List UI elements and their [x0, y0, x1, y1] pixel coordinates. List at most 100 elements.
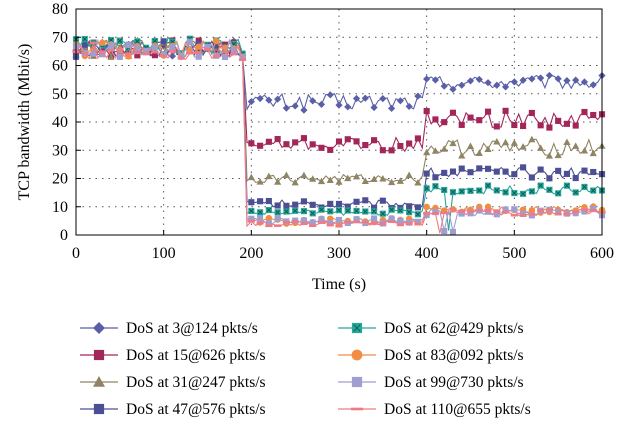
data-point-marker — [414, 218, 421, 225]
data-point-marker — [519, 214, 527, 217]
data-point-marker — [318, 206, 325, 213]
data-point-marker — [335, 224, 343, 228]
y-axis-title: TCP bandwidth (Mbit/s) — [16, 44, 33, 201]
x-tick-label: 200 — [239, 245, 263, 262]
data-point-marker — [484, 79, 492, 87]
data-point-marker — [405, 222, 413, 225]
data-point-marker — [431, 147, 440, 154]
data-point-marker — [466, 142, 475, 150]
data-point-marker — [449, 85, 457, 93]
data-point-marker — [248, 207, 255, 215]
data-point-marker — [545, 71, 553, 80]
data-point-marker — [221, 50, 229, 54]
data-point-marker — [432, 183, 439, 190]
data-point-marker — [300, 171, 308, 179]
data-point-marker — [93, 349, 105, 361]
data-point-marker — [537, 144, 545, 151]
data-point-marker — [335, 207, 343, 214]
data-point-marker — [309, 97, 317, 105]
data-point-marker — [414, 92, 422, 100]
data-point-marker — [431, 212, 440, 215]
data-point-marker — [528, 109, 535, 117]
data-point-marker — [195, 37, 202, 44]
series-layer — [72, 35, 606, 235]
y-tick-label: 20 — [52, 171, 68, 188]
data-point-marker — [580, 147, 589, 154]
data-point-marker — [291, 178, 299, 186]
data-point-marker — [572, 142, 580, 149]
data-point-marker — [406, 203, 413, 210]
data-point-marker — [572, 210, 580, 214]
legend-label: DoS at 62@429 pkts/s — [384, 320, 524, 337]
data-point-marker — [423, 148, 431, 156]
data-point-marker — [572, 210, 579, 217]
data-point-marker — [116, 48, 124, 51]
data-point-marker — [467, 187, 474, 194]
data-point-marker — [160, 54, 168, 58]
x-tick-label: 400 — [415, 245, 439, 262]
data-point-marker — [590, 206, 597, 213]
data-point-marker — [555, 117, 562, 124]
data-point-marker — [195, 53, 202, 60]
data-point-marker — [186, 51, 194, 55]
data-point-marker — [502, 189, 509, 196]
data-point-marker — [213, 37, 220, 45]
legend-label: DoS at 99@730 pkts/s — [384, 374, 524, 391]
data-point-marker — [511, 206, 518, 213]
x-tick-label: 100 — [152, 245, 176, 262]
data-point-marker — [590, 187, 597, 194]
data-point-marker — [458, 209, 466, 213]
data-point-marker — [327, 146, 334, 153]
data-point-marker — [213, 42, 220, 49]
data-point-marker — [546, 186, 553, 193]
data-point-marker — [520, 190, 527, 197]
data-point-marker — [371, 208, 378, 215]
data-point-marker — [537, 122, 544, 129]
data-point-marker — [238, 58, 247, 62]
data-point-marker — [449, 207, 457, 211]
data-point-marker — [432, 174, 439, 181]
data-point-marker — [441, 227, 448, 235]
data-point-marker — [353, 216, 360, 223]
data-point-marker — [326, 176, 334, 183]
data-point-marker — [151, 37, 158, 45]
data-point-marker — [256, 178, 264, 185]
data-point-marker — [397, 207, 404, 214]
data-point-marker — [195, 43, 202, 50]
data-point-marker — [186, 38, 194, 45]
data-point-marker — [493, 123, 500, 130]
data-point-marker — [327, 208, 334, 215]
data-point-marker — [520, 122, 527, 130]
data-point-marker — [274, 215, 281, 222]
data-point-marker — [449, 139, 457, 147]
data-point-marker — [344, 136, 351, 143]
data-point-marker — [90, 50, 97, 57]
data-point-marker — [493, 211, 500, 218]
legend-label: DoS at 83@092 pkts/s — [384, 347, 524, 364]
data-point-marker — [554, 151, 562, 159]
data-point-marker — [344, 103, 352, 111]
data-point-marker — [467, 114, 474, 121]
legend-item: DoS at 110@655 pkts/s — [338, 401, 531, 418]
data-point-marker — [563, 182, 570, 189]
data-point-marker — [563, 138, 571, 145]
y-tick-label: 0 — [60, 227, 68, 244]
data-point-marker — [116, 53, 123, 60]
y-tick-label: 30 — [52, 142, 68, 159]
data-point-marker — [581, 167, 588, 174]
data-point-marker — [93, 322, 105, 334]
data-point-marker — [353, 138, 360, 145]
data-point-marker — [353, 198, 360, 205]
data-point-marker — [178, 52, 185, 59]
data-point-marker — [546, 124, 553, 131]
legend-label: DoS at 31@247 pkts/s — [126, 374, 266, 391]
data-point-marker — [467, 210, 474, 217]
data-point-marker — [441, 169, 448, 176]
legend-item: DoS at 31@247 pkts/s — [80, 374, 266, 391]
data-point-marker — [362, 208, 369, 215]
data-point-marker — [309, 219, 316, 226]
data-point-marker — [379, 210, 386, 217]
legend: DoS at 3@124 pkts/s DoS at 15@626 pkts/s D… — [80, 320, 531, 418]
data-point-marker — [370, 175, 378, 182]
data-point-marker — [528, 188, 535, 195]
